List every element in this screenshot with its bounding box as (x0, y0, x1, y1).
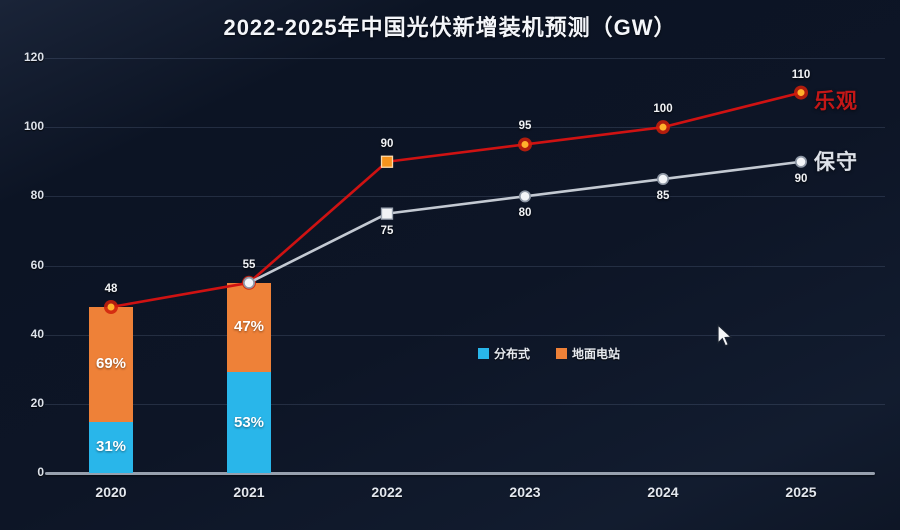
legend-item-label: 分布式 (494, 347, 531, 361)
x-axis-tick-label: 2020 (95, 484, 127, 500)
x-axis-tick-label: 2022 (371, 484, 403, 500)
y-axis-tick-label: 120 (23, 50, 44, 64)
bar-segment-ground (89, 307, 133, 422)
y-gridline (45, 334, 885, 336)
y-gridline (45, 127, 885, 129)
bar-segment-distributed (89, 421, 133, 473)
series-name-optimistic: 乐观 (814, 89, 858, 113)
y-gridline (45, 265, 885, 267)
data-point-marker (521, 140, 529, 148)
legend-item-distributed: 分布式 (478, 345, 530, 362)
y-gridline (45, 403, 885, 405)
data-point-marker (380, 155, 394, 168)
data-point-value-label: 55 (242, 258, 256, 271)
x-axis-tick-label: 2021 (233, 484, 265, 500)
legend-item-ground: 地面电站 (556, 345, 620, 362)
x-axis-tick-label: 2024 (647, 484, 679, 500)
y-gridline (45, 472, 875, 475)
legend-swatch-icon (556, 348, 568, 359)
data-point-value-label: 75 (380, 224, 394, 237)
data-point-value-label: 90 (794, 172, 808, 185)
line-optimistic (110, 91, 802, 309)
y-gridline (45, 196, 885, 198)
line-conservative (248, 160, 802, 284)
data-point-marker (107, 303, 115, 311)
bar-percent-label: 53% (233, 413, 265, 431)
y-axis-tick-label: 0 (37, 465, 44, 479)
data-point-marker (796, 157, 806, 167)
data-point-value-label: 85 (656, 190, 670, 203)
data-point-value-label: 100 (653, 103, 673, 116)
y-axis-tick-label: 20 (30, 395, 44, 410)
bar-percent-label: 31% (95, 438, 127, 456)
bar-segment-distributed (227, 372, 271, 473)
y-axis-tick-label: 40 (30, 326, 44, 341)
data-point-marker (659, 123, 667, 131)
y-axis-tick-label: 100 (23, 119, 44, 134)
bar-segment-ground (227, 282, 271, 373)
data-point-value-label: 90 (380, 137, 394, 150)
y-axis-tick-label: 60 (30, 257, 44, 272)
chart-title: 2022-2025年中国光伏新增装机预测（GW） (223, 15, 677, 40)
data-point-value-label: 80 (518, 207, 532, 220)
x-axis-tick-label: 2023 (509, 484, 541, 500)
legend-item-label: 地面电站 (572, 347, 621, 361)
data-point-marker (520, 192, 530, 201)
bar-percent-label: 47% (233, 318, 265, 336)
data-point-marker (244, 278, 254, 288)
data-point-marker (797, 89, 805, 97)
y-gridline (45, 58, 885, 59)
data-point-value-label: 95 (518, 120, 532, 133)
legend-swatch-icon (478, 348, 489, 359)
data-point-marker (658, 174, 668, 184)
series-name-conservative: 保守 (814, 150, 858, 174)
y-axis-tick-label: 80 (30, 188, 44, 203)
data-point-marker (380, 207, 394, 220)
chart-legend: 分布式 地面电站 (478, 345, 620, 362)
bar-percent-label: 69% (95, 355, 127, 373)
data-point-value-label: 110 (791, 68, 811, 81)
x-axis-tick-label: 2025 (785, 484, 817, 500)
data-point-value-label: 48 (104, 283, 118, 295)
